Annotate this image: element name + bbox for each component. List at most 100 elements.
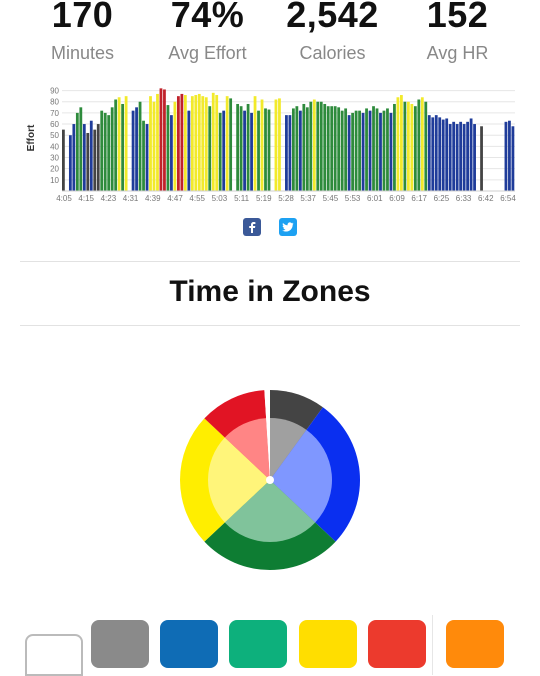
effort-bar: [410, 103, 414, 191]
effort-bar: [305, 107, 309, 191]
y-tick-label: 20: [50, 165, 59, 174]
effort-bar: [361, 112, 365, 191]
effort-bar: [239, 106, 243, 191]
effort-bar: [403, 101, 407, 191]
effort-bar: [96, 124, 100, 191]
effort-bar: [211, 92, 215, 191]
effort-bar: [204, 97, 208, 191]
effort-bar: [354, 110, 358, 191]
effort-bar: [375, 108, 379, 191]
effort-bar: [278, 98, 281, 191]
y-tick-label: 10: [50, 176, 59, 185]
x-tick-label: 6:42: [478, 194, 494, 203]
effort-bar: [316, 101, 320, 191]
effort-bar: [368, 110, 372, 191]
x-tick-label: 5:11: [234, 194, 250, 203]
effort-bar: [243, 110, 246, 191]
effort-bar: [93, 129, 97, 191]
stat-label: Avg Effort: [168, 43, 247, 63]
x-tick-label: 4:23: [101, 194, 117, 203]
x-tick-label: 5:37: [300, 194, 316, 203]
x-tick-label: 5:45: [323, 194, 339, 203]
effort-bar: [124, 96, 128, 191]
zone-swatch-green[interactable]: [229, 620, 287, 668]
effort-bar: [473, 124, 476, 191]
twitter-share-button[interactable]: [279, 218, 297, 236]
effort-bar-chart: Effort 10 20 30 40 50 60 70 80 90 4:05 4:15 4:23 4:31…: [26, 87, 516, 203]
effort-bar: [455, 124, 459, 191]
effort-bar: [445, 118, 449, 191]
facebook-icon: [249, 222, 256, 233]
y-tick-label: 40: [50, 142, 59, 151]
effort-bar: [462, 124, 466, 191]
divider: [20, 261, 520, 262]
effort-bar: [100, 110, 104, 191]
x-tick-label: 4:31: [123, 194, 139, 203]
zone-inner-slice-blue: [270, 429, 333, 523]
effort-bar: [183, 95, 187, 191]
effort-bar: [250, 112, 253, 191]
effort-bar: [504, 121, 508, 191]
effort-bar: [79, 107, 83, 191]
y-tick-label: 50: [50, 131, 59, 140]
effort-bar: [103, 112, 107, 191]
y-tick-label: 60: [50, 120, 59, 129]
zone-inner-slice-red: [224, 418, 270, 480]
x-tick-label: 5:28: [278, 194, 294, 203]
effort-bar: [201, 96, 205, 191]
effort-bar: [312, 99, 316, 191]
zone-swatch-gray[interactable]: [91, 620, 149, 668]
effort-bar: [424, 101, 428, 191]
stat-value: 74%: [170, 0, 245, 35]
effort-bar: [434, 115, 438, 191]
effort-bar: [417, 99, 421, 191]
effort-bar: [117, 97, 121, 191]
effort-bar: [295, 106, 299, 191]
x-tick-label: 4:55: [189, 194, 205, 203]
effort-bar: [246, 103, 250, 191]
x-tick-label: 6:01: [367, 194, 383, 203]
effort-bar: [107, 115, 111, 191]
stat-value: 170: [51, 0, 114, 35]
effort-bar: [194, 95, 198, 191]
x-tick-label: 6:09: [389, 194, 405, 203]
effort-bar: [323, 103, 327, 191]
effort-bar: [330, 106, 334, 191]
effort-bar: [298, 110, 302, 191]
effort-bar: [431, 117, 435, 191]
effort-bar: [438, 117, 442, 191]
effort-bar: [166, 105, 170, 191]
effort-bar: [396, 97, 400, 191]
effort-bar: [114, 99, 118, 191]
effort-bar: [372, 106, 375, 191]
section-title: Time in Zones: [169, 275, 371, 308]
stat-label: Calories: [299, 43, 366, 63]
effort-bar: [131, 110, 135, 191]
zone-swatch-orange[interactable]: [446, 620, 504, 668]
effort-bar: [215, 95, 219, 191]
donut-center-dot: [266, 476, 274, 484]
effort-bar: [382, 110, 386, 191]
effort-bar: [142, 120, 145, 191]
effort-bar: [253, 96, 257, 191]
effort-bar: [267, 109, 271, 191]
zone-swatch-blue[interactable]: [160, 620, 218, 668]
zone-swatch-red[interactable]: [368, 620, 426, 668]
effort-bar: [452, 121, 456, 191]
x-tick-label: 6:25: [434, 194, 450, 203]
effort-bar: [72, 124, 76, 191]
effort-bar: [393, 103, 396, 191]
zone-swatch-yellow[interactable]: [299, 620, 357, 668]
effort-bar: [225, 96, 229, 191]
stat-value: 152: [426, 0, 489, 35]
effort-bar: [337, 107, 341, 191]
zone-swatch-white[interactable]: [25, 634, 83, 676]
effort-bar: [386, 108, 389, 191]
effort-bar: [309, 101, 313, 191]
x-tick-label: 6:54: [500, 194, 516, 203]
effort-bar: [480, 126, 483, 191]
effort-bar: [75, 112, 79, 191]
facebook-share-button[interactable]: [243, 218, 261, 236]
effort-bar: [68, 135, 72, 191]
zone-inner-slice-gray: [270, 418, 307, 480]
